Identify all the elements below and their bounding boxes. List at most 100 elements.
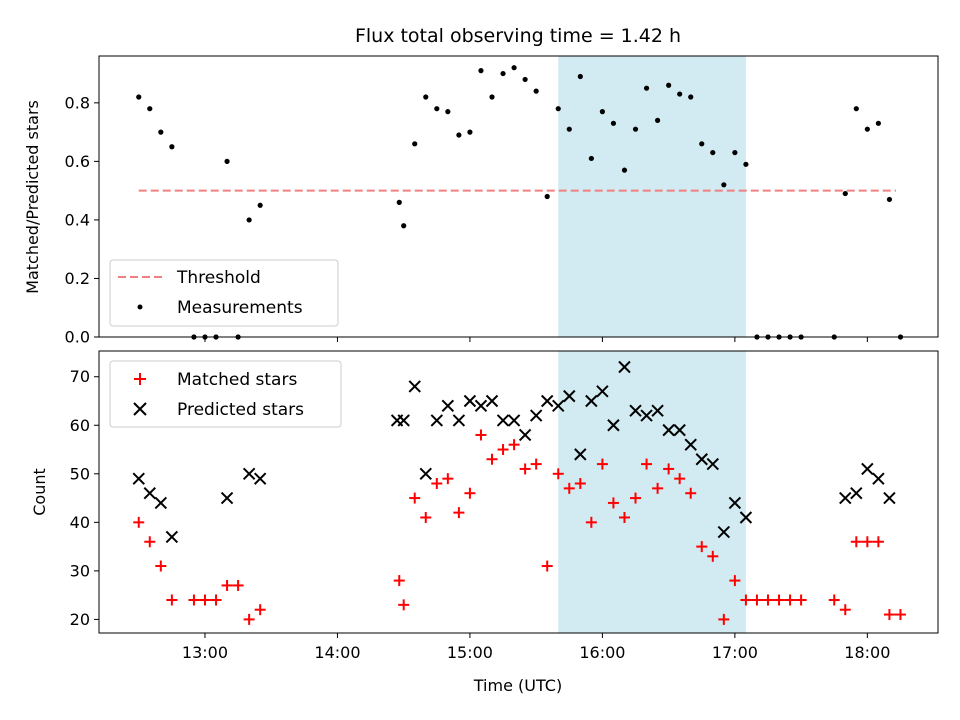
bottom-x-ticks: 13:00 14:00 15:00 16:00 17:00 18:00 [182, 633, 890, 662]
predicted-star-point [861, 462, 874, 476]
predicted-star-point [883, 491, 896, 505]
matched-star-point [464, 487, 476, 499]
matched-star-point [762, 594, 774, 606]
matched-star-point [883, 609, 895, 621]
predicted-star-point [662, 423, 675, 437]
matched-star-point [707, 550, 719, 562]
predicted-star-point [496, 414, 510, 427]
matched-star-point [188, 594, 200, 606]
measurement-point [853, 106, 859, 112]
matched-star-point [773, 594, 785, 606]
measurement-point [886, 196, 893, 203]
predicted-star-point [165, 530, 179, 544]
matched-star-point [243, 613, 255, 625]
matched-star-point [166, 594, 178, 606]
predicted-star-point [618, 360, 631, 374]
measurement-point [136, 94, 142, 100]
predicted-star-point [629, 404, 642, 417]
predicted-star-point [452, 414, 466, 427]
predicted-star-point [552, 399, 565, 413]
predicted-star-point [220, 491, 234, 505]
matched-legend-swatch [134, 373, 146, 385]
matched-star-point [420, 511, 432, 523]
matched-star-point [393, 575, 405, 587]
matched-star-point [144, 536, 156, 548]
predicted-star-point [485, 394, 499, 408]
matched-star-point [850, 536, 862, 548]
measurement-point [842, 190, 848, 197]
measurement-point [246, 217, 252, 223]
measurement-point [743, 161, 749, 167]
predicted-star-point [463, 394, 477, 408]
predicted-star-point [540, 394, 554, 408]
top-axes-frame [98, 55, 939, 338]
top-y-tick-label: 0.0 [65, 328, 90, 347]
bottom-legend-box [109, 360, 342, 428]
measurement-point [610, 120, 617, 126]
top-x-ticks [204, 337, 868, 342]
measurement-point [588, 155, 594, 162]
predicted-star-point [529, 409, 543, 422]
matched-star-point [751, 594, 763, 606]
predicted-star-point [640, 409, 653, 422]
measurement-point [677, 91, 683, 97]
matched-star-point [839, 604, 851, 616]
x-axis-label: Time (UTC) [473, 676, 562, 695]
measurement-point [555, 106, 561, 112]
matched-star-point [795, 594, 807, 606]
matched-star-point [497, 444, 509, 456]
predicted-star-point [441, 399, 455, 413]
measurement-point [511, 65, 517, 71]
measurement-point [257, 202, 263, 208]
chart-title: Flux total observing time = 1.42 h [355, 25, 681, 47]
predicted-star-point [585, 394, 598, 408]
matched-star-point [685, 487, 697, 499]
measurement-point [467, 129, 473, 135]
matched-star-point [232, 579, 244, 591]
matched-star-point [696, 541, 708, 553]
top-y-tick-label: 0.8 [65, 93, 90, 112]
x-tick-label: 16:00 [579, 643, 625, 662]
measurements-legend-swatch [137, 304, 143, 310]
top-y-tick-label: 0.4 [65, 210, 90, 229]
predicted-legend-label: Predicted stars [177, 400, 304, 420]
top-legend-box [109, 259, 339, 327]
predicted-star-point [695, 453, 708, 466]
matched-star-point [894, 609, 906, 621]
bottom-y-tick-label: 60 [70, 416, 90, 435]
measurement-point [721, 182, 727, 188]
matched-star-point [630, 492, 642, 504]
predicted-star-point [651, 404, 664, 417]
predicted-star-point [143, 487, 156, 500]
measurement-point [875, 120, 881, 126]
matched-star-point [442, 473, 454, 485]
matched-star-point [519, 463, 531, 475]
measurement-point [688, 94, 694, 100]
top-y-ticks: 0.0 0.2 0.4 0.6 0.8 [65, 93, 99, 347]
matched-star-point [641, 458, 653, 470]
measurement-point [500, 70, 506, 77]
predicted-star-point [706, 457, 720, 471]
measurement-point [643, 85, 650, 91]
matched-star-point [607, 497, 619, 509]
x-tick-label: 18:00 [844, 643, 890, 662]
measurement-point [224, 158, 230, 164]
matched-star-point [784, 594, 796, 606]
bottom-y-tick-label: 40 [70, 513, 90, 532]
matched-star-point [718, 613, 730, 625]
predicted-star-point [242, 467, 256, 481]
predicted-star-point [132, 472, 145, 485]
matched-star-point [563, 482, 575, 494]
x-tick-label: 17:00 [712, 643, 758, 662]
predicted-star-point [563, 389, 576, 403]
predicted-star-point [253, 472, 267, 485]
predicted-star-point [397, 414, 410, 427]
measurement-point [396, 199, 402, 205]
predicted-star-point [673, 423, 686, 437]
measurement-point [445, 109, 451, 115]
bottom-y-tick-label: 70 [70, 367, 90, 386]
top-panel: 0.00.20.40.60.8 Matched/Predicted stars … [23, 55, 939, 347]
predicted-star-point [507, 414, 521, 427]
top-legend: Threshold Measurements [109, 259, 339, 327]
